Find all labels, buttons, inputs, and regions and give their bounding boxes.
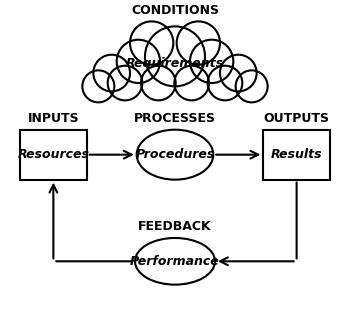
Circle shape (174, 66, 209, 100)
Circle shape (145, 27, 205, 86)
Circle shape (93, 55, 130, 91)
FancyBboxPatch shape (20, 130, 87, 180)
Circle shape (190, 40, 233, 83)
Text: OUTPUTS: OUTPUTS (264, 112, 330, 125)
FancyBboxPatch shape (263, 130, 330, 180)
Text: Results: Results (271, 148, 322, 161)
Circle shape (208, 66, 242, 100)
Text: Procedures: Procedures (135, 148, 215, 161)
Circle shape (220, 55, 257, 91)
Text: FEEDBACK: FEEDBACK (138, 220, 212, 233)
Ellipse shape (135, 238, 215, 285)
Text: Resources: Resources (18, 148, 89, 161)
Text: PROCESSES: PROCESSES (134, 112, 216, 125)
Text: Performance: Performance (130, 255, 220, 268)
Circle shape (117, 40, 160, 83)
Text: Requirements: Requirements (126, 56, 224, 70)
Circle shape (236, 70, 268, 102)
Circle shape (141, 66, 176, 100)
Circle shape (82, 70, 114, 102)
Circle shape (177, 22, 220, 65)
Ellipse shape (137, 130, 213, 180)
Circle shape (130, 22, 173, 65)
Circle shape (108, 66, 142, 100)
Text: CONDITIONS: CONDITIONS (131, 4, 219, 17)
Text: INPUTS: INPUTS (28, 112, 79, 125)
